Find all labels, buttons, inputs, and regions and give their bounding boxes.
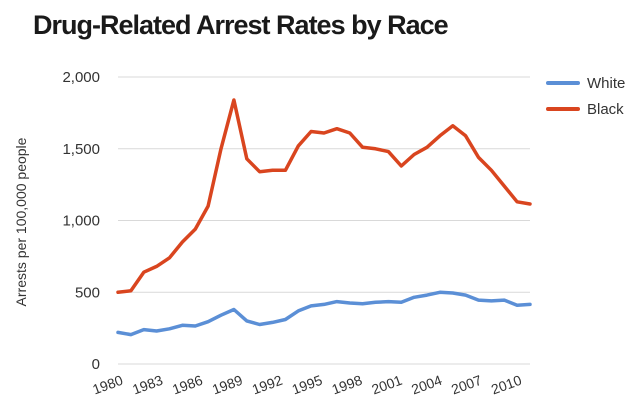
y-axis-label: Arrests per 100,000 people	[13, 137, 29, 306]
series-line-white	[116, 290, 532, 337]
x-tick-label: 2007	[449, 372, 484, 398]
x-tick-label: 2001	[369, 372, 404, 398]
y-tick-label: 1,000	[62, 213, 100, 230]
x-tick-label: 1998	[330, 372, 365, 398]
series-line-black	[116, 98, 532, 295]
x-tick-label: 1989	[210, 372, 245, 398]
grid-lines	[118, 76, 530, 365]
x-tick-label: 2004	[409, 372, 444, 398]
x-tick-label: 1992	[250, 372, 285, 398]
y-tick-label: 500	[75, 284, 100, 301]
x-tick-label: 1995	[290, 372, 325, 398]
x-tick-label: 2010	[489, 372, 524, 398]
y-tick-label: 2,000	[62, 69, 100, 86]
x-tick-label: 1980	[90, 372, 125, 398]
legend-label-black: Black	[587, 101, 624, 118]
chart-title: Drug-Related Arrest Rates by Race	[33, 10, 449, 40]
legend-label-white: White	[587, 75, 625, 92]
y-tick-label: 0	[92, 356, 100, 373]
y-tick-label: 1,500	[62, 141, 100, 158]
x-axis-ticks: 1980 1983 1986 1989 1992 1995 1998 2001 2004 2007…	[90, 372, 524, 398]
legend: White Black	[546, 75, 625, 118]
y-axis-ticks: 0 500 1,000 1,500 2,000	[62, 69, 100, 373]
x-tick-label: 1986	[170, 372, 205, 398]
series-lines	[116, 98, 532, 337]
x-tick-label: 1983	[130, 372, 165, 398]
